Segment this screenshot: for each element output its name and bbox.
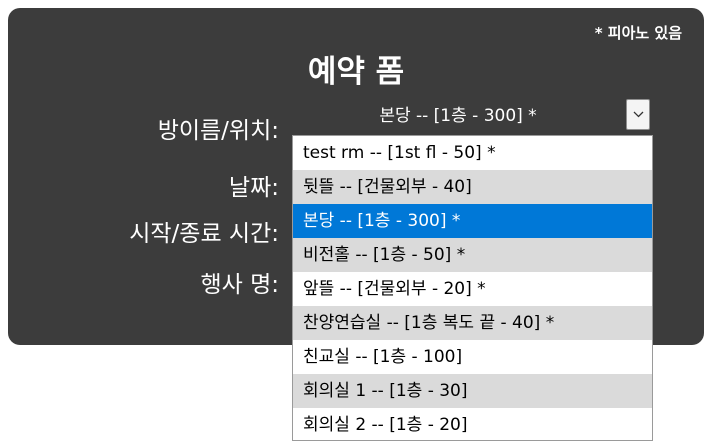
- dropdown-option[interactable]: 앞뜰 -- [건물외부 - 20] *: [293, 272, 652, 306]
- dropdown-option[interactable]: test rm -- [1st fl - 50] *: [293, 136, 652, 170]
- date-label: 날짜:: [228, 175, 279, 201]
- dropdown-option[interactable]: 비전홀 -- [1층 - 50] *: [293, 238, 652, 272]
- dropdown-option[interactable]: 회의실 2 -- [1층 - 20]: [293, 408, 652, 440]
- piano-note: * 피아노 있음: [594, 24, 682, 42]
- dropdown-option[interactable]: 친교실 -- [1층 - 100]: [293, 340, 652, 374]
- event-name-label: 행사 명:: [200, 272, 279, 298]
- dropdown-option[interactable]: 본당 -- [1층 - 300] *: [293, 204, 652, 238]
- room-dropdown-list[interactable]: test rm -- [1st fl - 50] * 뒷뜰 -- [건물외부 -…: [292, 135, 653, 441]
- dropdown-arrow-button[interactable]: [626, 99, 650, 130]
- dropdown-option[interactable]: 뒷뜰 -- [건물외부 - 40]: [293, 170, 652, 204]
- form-title: 예약 폼: [307, 54, 405, 90]
- dropdown-option[interactable]: 회의실 1 -- [1층 - 30]: [293, 374, 652, 408]
- start-end-time-label: 시작/종료 시간:: [129, 221, 279, 247]
- room-select-value: 본당 -- [1층 - 300] *: [379, 106, 537, 126]
- room-select[interactable]: 본당 -- [1층 - 300] *: [288, 91, 652, 133]
- dropdown-option[interactable]: 찬양연습실 -- [1층 복도 끝 - 40] *: [293, 306, 652, 340]
- room-location-label: 방이름/위치:: [157, 118, 279, 144]
- chevron-down-icon: [633, 111, 644, 118]
